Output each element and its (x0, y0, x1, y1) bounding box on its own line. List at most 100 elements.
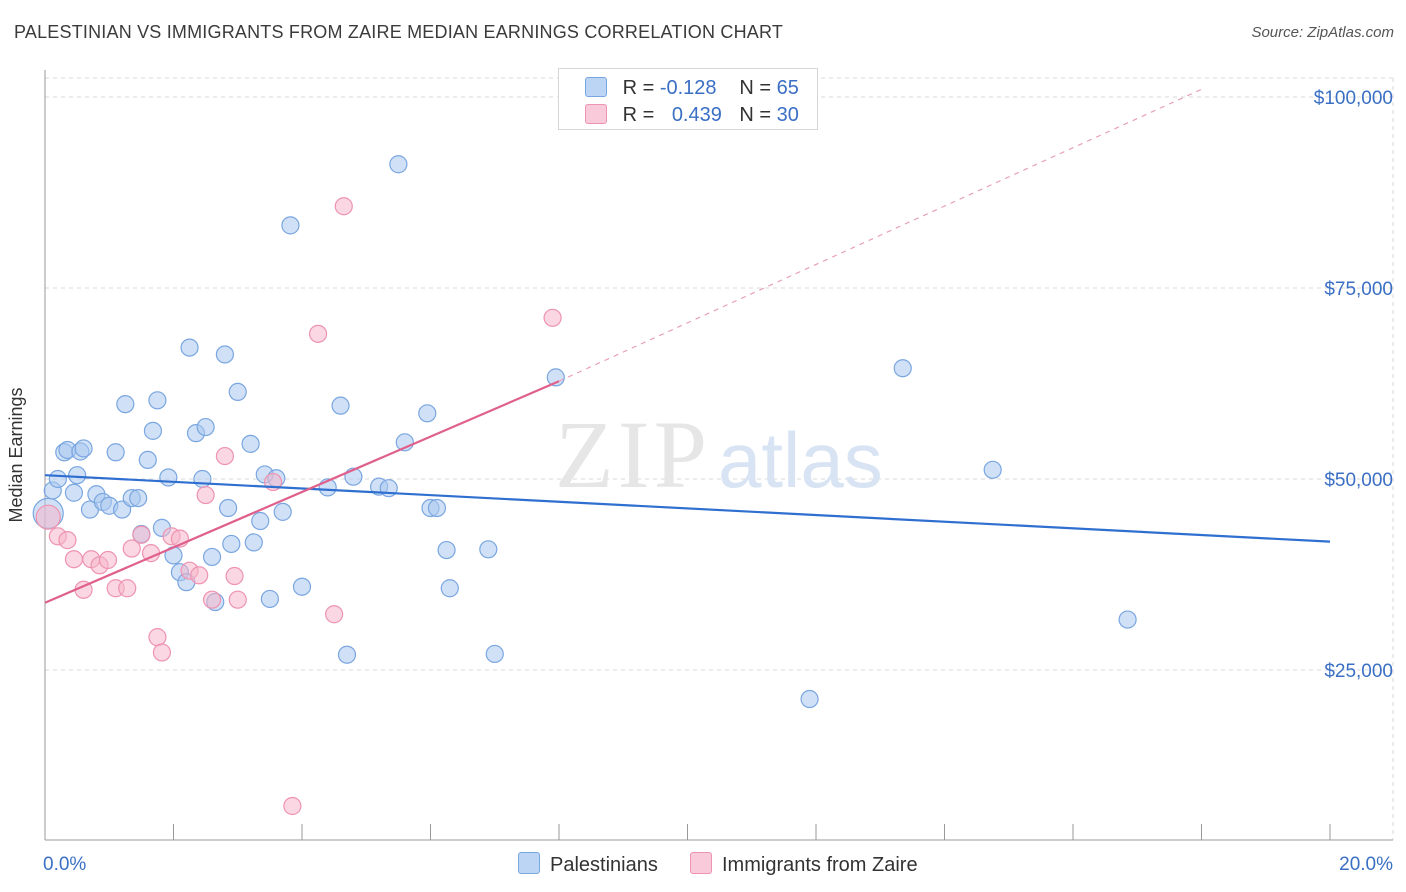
data-point-palestinians (116, 395, 135, 414)
data-point-zaire (132, 525, 151, 544)
data-point-palestinians (193, 469, 212, 489)
data-point-zaire (228, 590, 247, 609)
data-point-palestinians (106, 443, 125, 462)
trend-line-zaire-extension (558, 88, 1202, 382)
data-point-zaire (118, 579, 137, 598)
legend-r-label: R = (622, 104, 655, 126)
series-legend: Palestinians Immigrants from Zaire (0, 852, 1406, 878)
data-point-zaire (215, 446, 234, 466)
y-axis-label: Median Earnings (6, 387, 26, 523)
legend-item-label: Palestinians (550, 854, 658, 876)
data-point-palestinians (219, 498, 238, 518)
legend-n-value: 65 (776, 77, 799, 99)
data-point-zaire (325, 605, 344, 624)
legend-n-label: N = (739, 104, 772, 126)
data-point-palestinians (893, 359, 912, 378)
data-point-zaire (148, 628, 167, 647)
y-axis-ticks: $25,000 $50,000 $75,000 $100,000 (1314, 88, 1393, 682)
data-point-palestinians (244, 533, 263, 552)
data-point-palestinians (251, 511, 270, 531)
legend-n-value: 30 (776, 104, 799, 126)
series-palestinians-points (32, 155, 1137, 709)
legend-swatch-blue (585, 77, 607, 97)
legend-item-palestinians: Palestinians (518, 852, 658, 877)
legend-row-palestinians: R = -0.128 N = 65 (585, 77, 799, 101)
data-point-palestinians (418, 404, 437, 423)
data-point-palestinians (983, 460, 1002, 479)
legend-item-label: Immigrants from Zaire (722, 854, 918, 876)
data-point-zaire (152, 643, 172, 662)
data-point-palestinians (546, 368, 565, 387)
data-point-zaire (283, 796, 302, 816)
legend-row-zaire: R = 0.439 N = 30 (585, 104, 799, 128)
data-point-palestinians (427, 498, 447, 518)
data-point-palestinians (64, 483, 84, 502)
data-point-palestinians (440, 579, 459, 598)
legend-r-value: 0.439 (671, 104, 722, 126)
x-tick-label: 0.0% (43, 854, 86, 875)
data-point-palestinians (202, 547, 222, 567)
legend-swatch-pink (585, 104, 607, 124)
data-point-zaire (122, 539, 141, 558)
data-point-palestinians (138, 450, 157, 469)
x-axis-ticks: 0.0% 20.0% (43, 854, 1393, 875)
x-tick-label: 20.0% (1339, 854, 1393, 875)
data-point-palestinians (437, 540, 456, 560)
data-point-palestinians (273, 502, 292, 521)
correlation-legend: R = -0.128 N = 65 R = 0.439 N = 30 (558, 68, 818, 130)
data-point-zaire (190, 566, 209, 585)
data-point-zaire (334, 197, 353, 216)
data-point-palestinians (215, 345, 234, 364)
data-point-palestinians (485, 644, 504, 664)
watermark: ZIP atlas (555, 401, 883, 508)
data-point-palestinians (129, 489, 148, 508)
data-point-palestinians (260, 589, 279, 609)
data-point-zaire (225, 566, 244, 586)
legend-swatch-pink (690, 852, 712, 874)
legend-r-label: R = (622, 77, 655, 99)
source-label: Source: ZipAtlas.com (1251, 24, 1394, 41)
trend-line-zaire (44, 380, 560, 604)
data-point-zaire (58, 531, 77, 550)
data-point-palestinians (68, 466, 87, 485)
data-point-palestinians (292, 577, 312, 596)
data-point-palestinians (143, 421, 163, 440)
y-tick-label: $25,000 (1324, 661, 1393, 682)
data-point-palestinians (331, 396, 350, 415)
data-point-palestinians (222, 534, 241, 554)
data-point-palestinians (281, 216, 300, 235)
data-point-palestinians (48, 469, 67, 489)
data-point-zaire (64, 550, 84, 569)
y-tick-label: $50,000 (1324, 470, 1393, 491)
data-point-zaire (308, 324, 328, 343)
series-zaire-points (35, 197, 562, 816)
data-point-palestinians (148, 391, 167, 410)
data-point-palestinians (241, 434, 260, 453)
data-point-palestinians (800, 689, 819, 709)
chart-title: PALESTINIAN VS IMMIGRANTS FROM ZAIRE MED… (14, 22, 784, 42)
data-point-palestinians (74, 439, 93, 458)
data-point-zaire (202, 590, 222, 609)
legend-r-value: -0.128 (659, 77, 717, 99)
data-point-zaire (196, 485, 215, 505)
data-point-palestinians (159, 468, 178, 487)
legend-item-zaire: Immigrants from Zaire (690, 852, 918, 877)
y-tick-label: $100,000 (1314, 88, 1393, 109)
trend-lines (44, 88, 1331, 604)
trend-line-palestinians (44, 474, 1331, 543)
legend-swatch-blue (518, 852, 540, 874)
data-point-palestinians (389, 155, 408, 174)
data-point-palestinians (479, 540, 498, 559)
data-point-palestinians (180, 338, 199, 357)
data-point-palestinians (337, 645, 357, 664)
data-point-zaire (98, 550, 118, 570)
axes (44, 70, 1393, 841)
y-tick-label: $75,000 (1324, 279, 1393, 300)
data-point-palestinians (228, 382, 247, 402)
data-point-palestinians (1118, 610, 1137, 629)
watermark-atlas: atlas (718, 416, 883, 504)
watermark-zip: ZIP (555, 401, 711, 508)
data-point-palestinians (196, 417, 215, 437)
data-point-zaire (35, 504, 61, 530)
